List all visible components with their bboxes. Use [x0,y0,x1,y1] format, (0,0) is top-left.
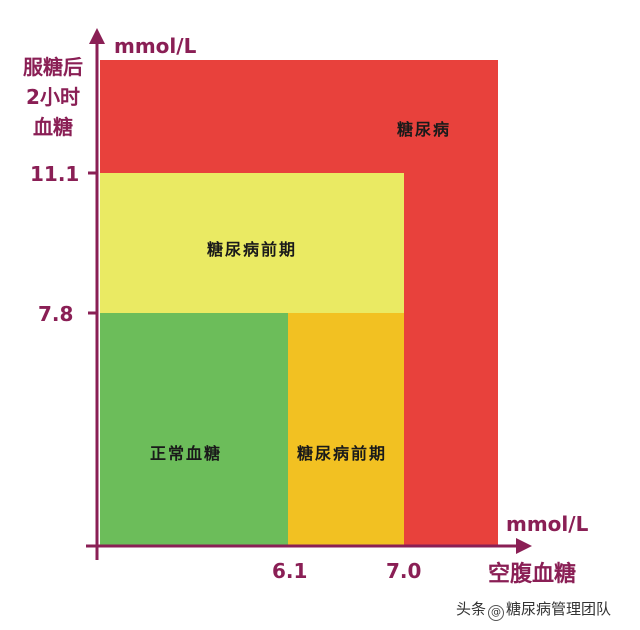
watermark-handle: 糖尿病管理团队 [506,600,612,618]
y-axis-arrow [89,28,105,44]
y-axis-unit: mmol/L [114,34,197,58]
zone-normal [100,313,288,546]
zone-label-prediabetes-right: 糖尿病前期 [297,444,388,463]
y-axis-title: 服糖后 2小时 血糖 [8,52,98,142]
zone-prediabetes-right [288,313,404,546]
zone-label-normal: 正常血糖 [150,444,223,463]
x-axis-unit: mmol/L [506,512,589,536]
y-tick-label-7-8: 7.8 [38,302,74,326]
y-axis-title-line-1: 服糖后 [23,55,83,79]
x-tick-label-6-1: 6.1 [272,559,308,583]
watermark: 头条 @ 糖尿病管理团队 [450,596,618,623]
x-tick-label-7-0: 7.0 [386,559,422,583]
x-axis-title: 空腹血糖 [488,562,577,587]
zone-label-diabetes: 糖尿病 [397,120,452,139]
y-tick-label-11-1: 11.1 [30,162,80,186]
watermark-prefix: 头条 [456,600,487,618]
y-axis-title-line-2: 2小时 [26,85,80,109]
y-axis-title-line-3: 血糖 [33,115,73,139]
x-axis-arrow [516,538,532,554]
zone-prediabetes-upper [100,173,404,313]
at-icon: @ [488,605,505,621]
zone-label-prediabetes-upper: 糖尿病前期 [207,240,298,259]
